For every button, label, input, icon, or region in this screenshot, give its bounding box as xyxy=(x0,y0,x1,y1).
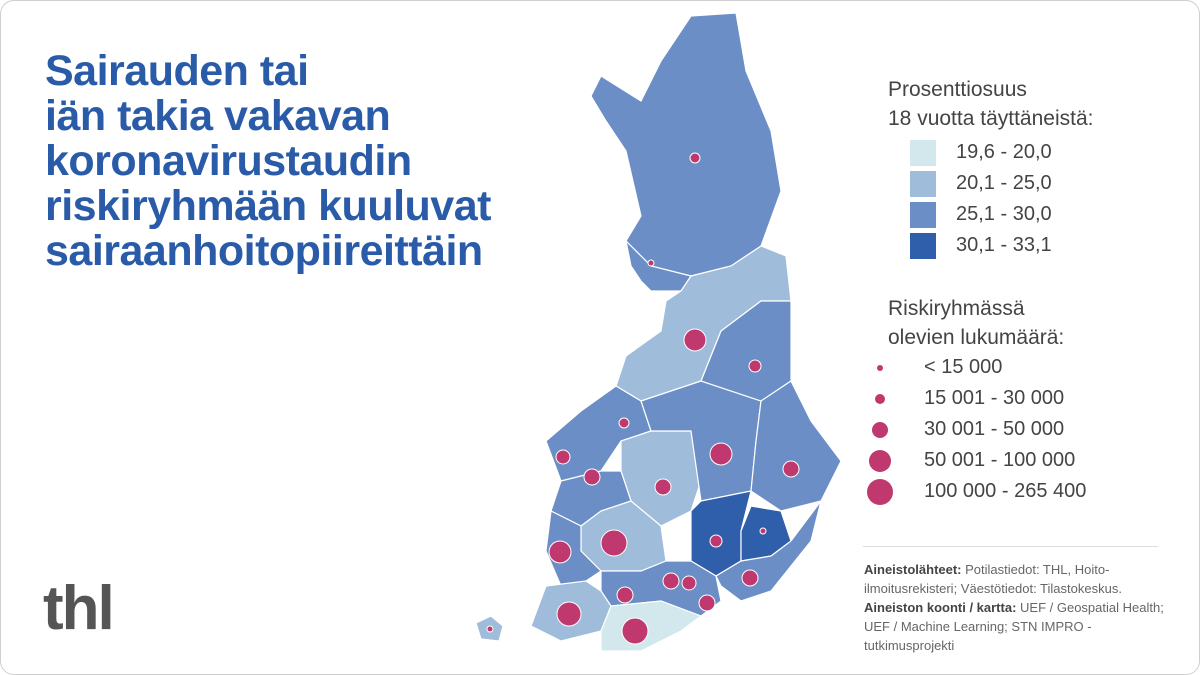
hospital-district xyxy=(545,510,602,587)
legend-count: Riskiryhmässä olevien lukumäärä: < 15 00… xyxy=(867,294,1086,507)
legend-label: 19,6 - 20,0 xyxy=(956,141,1052,163)
risk-group-circle xyxy=(618,417,630,429)
legend-item: 19,6 - 20,0 xyxy=(888,137,1093,168)
legend-label: 30,1 - 33,1 xyxy=(956,234,1052,256)
title-line: koronavirustaudin xyxy=(45,137,412,185)
legend-label: 20,1 - 25,0 xyxy=(956,172,1052,194)
sources-text: Potilastiedot: THL, Hoito-ilmoitusrekist… xyxy=(864,562,1122,596)
divider xyxy=(863,546,1158,547)
legend-title: olevien lukumäärä: xyxy=(888,326,1065,349)
risk-group-circle xyxy=(709,442,733,466)
risk-group-circle xyxy=(681,575,697,591)
legend-circle xyxy=(875,393,885,404)
risk-group-circle xyxy=(583,468,601,486)
title-line: Sairauden tai xyxy=(45,47,309,95)
legend-label: 50 001 - 100 000 xyxy=(924,449,1076,471)
legend-item: 50 001 - 100 000 xyxy=(848,445,1086,476)
legend-circle xyxy=(869,449,891,472)
legend-label: 30 001 - 50 000 xyxy=(924,418,1065,440)
legend-circle xyxy=(872,421,888,438)
legend-item: < 15 000 xyxy=(848,352,1086,383)
legend-title: Riskiryhmässä xyxy=(888,297,1025,320)
risk-group-circle xyxy=(683,328,707,352)
thl-logo: thl xyxy=(43,574,115,643)
risk-group-circle xyxy=(486,625,494,633)
risk-group-circle xyxy=(759,527,767,535)
legend-item: 15 001 - 30 000 xyxy=(848,383,1086,414)
legend-percent: Prosenttiosuus 18 vuotta täyttäneistä: 1… xyxy=(888,75,1093,261)
risk-group-circle xyxy=(548,540,572,564)
compilation-label: Aineiston koonti / kartta: xyxy=(864,600,1017,615)
title-line: sairaanhoitopiireittäin xyxy=(45,227,483,275)
sources: Aineistolähteet: Potilastiedot: THL, Hoi… xyxy=(864,560,1164,655)
legend-item: 25,1 - 30,0 xyxy=(888,199,1093,230)
legend-label: 100 000 - 265 400 xyxy=(924,480,1087,502)
page-title: Sairauden tai iän takia vakavan koronavi… xyxy=(45,49,491,274)
legend-title: Prosenttiosuus xyxy=(888,78,1027,101)
title-line: iän takia vakavan xyxy=(45,92,391,140)
risk-group-circle xyxy=(689,152,701,164)
legend-item: 100 000 - 265 400 xyxy=(848,476,1086,507)
legend-swatch xyxy=(910,232,936,259)
risk-group-circle xyxy=(662,572,680,590)
legend-title: 18 vuotta täyttäneistä: xyxy=(888,107,1094,130)
legend-label: 25,1 - 30,0 xyxy=(956,203,1052,225)
risk-group-circle xyxy=(782,460,800,478)
legend-swatch xyxy=(910,170,936,197)
legend-item: 30 001 - 50 000 xyxy=(848,414,1086,445)
hospital-district xyxy=(750,380,842,512)
risk-group-circle xyxy=(709,534,723,548)
legend-item: 30,1 - 33,1 xyxy=(888,230,1093,261)
sources-label: Aineistolähteet: xyxy=(864,562,962,577)
legend-label: 15 001 - 30 000 xyxy=(924,387,1065,409)
risk-group-circle xyxy=(654,478,672,496)
title-line: riskiryhmään kuuluvat xyxy=(45,182,491,230)
risk-group-circle xyxy=(647,259,655,267)
risk-group-circle xyxy=(748,359,762,373)
risk-group-circle xyxy=(741,569,759,587)
risk-group-circle xyxy=(698,594,716,612)
legend-item: 20,1 - 25,0 xyxy=(888,168,1093,199)
legend-swatch xyxy=(910,201,936,228)
risk-group-circle xyxy=(555,449,571,465)
risk-group-circle xyxy=(621,617,649,645)
risk-group-circle xyxy=(616,586,634,604)
risk-group-circle xyxy=(556,601,582,627)
hospital-district xyxy=(590,12,782,277)
hospital-district xyxy=(625,239,692,292)
compilation-text: UEF / Geospatial Health; UEF / Machine L… xyxy=(864,600,1164,653)
legend-circle xyxy=(877,364,883,371)
legend-circle xyxy=(867,478,893,505)
legend-label: < 15 000 xyxy=(924,356,1003,378)
risk-group-circle xyxy=(600,529,628,557)
legend-swatch xyxy=(910,139,936,166)
